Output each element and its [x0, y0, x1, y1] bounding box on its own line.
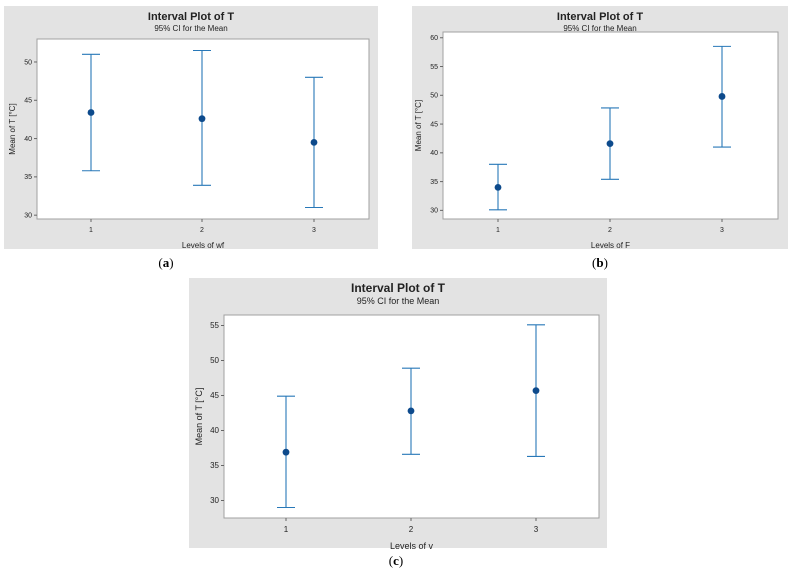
x-tick-label: 3 [720, 227, 724, 234]
mean-point [494, 183, 502, 191]
y-tick-label: 50 [430, 93, 438, 100]
y-tick-label: 50 [210, 356, 219, 365]
y-tick-label: 45 [430, 121, 438, 128]
x-tick-label: 3 [534, 525, 539, 534]
x-tick-label: 2 [200, 227, 204, 234]
chart-title: Interval Plot of T [148, 11, 234, 23]
chart-subtitle: 95% CI for the Mean [357, 296, 440, 306]
y-tick-label: 55 [210, 321, 219, 330]
plot-area [36, 38, 370, 220]
chart-subtitle: 95% CI for the Mean [154, 24, 227, 33]
caption-a: (a) [158, 255, 174, 270]
interval-plot-c: Interval Plot of T95% CI for the Mean 30 3… [194, 281, 600, 551]
x-tick-label: 1 [496, 227, 500, 234]
y-tick-label: 50 [24, 59, 32, 66]
y-tick-label: 40 [430, 150, 438, 157]
chart-panel-b: Interval Plot of T 95% CI for the Mean 30 3… [412, 6, 788, 250]
x-tick-label: 2 [409, 525, 414, 534]
chart-title: Interval Plot of T [351, 281, 446, 295]
caption-letter: c [393, 553, 399, 568]
x-axis-label: Levels of wf [182, 241, 225, 250]
mean-point [310, 139, 318, 146]
y-axis-label: Mean of T [°C] [194, 388, 204, 446]
x-axis-label: Levels of F [591, 241, 630, 250]
chart-subtitle: 95% CI for the Mean [563, 24, 636, 33]
caption-letter: b [596, 255, 604, 270]
y-tick-label: 40 [24, 136, 32, 143]
interval-plot-a: Interval Plot of T95% CI for the Mean 30 3… [8, 11, 370, 250]
y-tick-label: 45 [24, 98, 32, 105]
mean-point [198, 115, 206, 123]
y-tick-label: 35 [24, 174, 32, 181]
y-tick-label: 35 [430, 179, 438, 186]
mean-point [87, 109, 95, 116]
x-tick-label: 1 [89, 227, 93, 234]
x-axis-label: Levels of v [390, 541, 434, 551]
mean-point [282, 448, 290, 456]
chart-panel-c: Interval Plot of T 95% CI for the Mean 30 3… [189, 278, 607, 551]
y-axis-label: Mean of T [°C] [414, 100, 423, 151]
mean-point [532, 387, 540, 394]
y-tick-label: 40 [210, 426, 219, 435]
chart-panel-a: Interval Plot of T 95% CI for the Mean 30 3… [4, 6, 378, 250]
y-tick-label: 30 [430, 208, 438, 215]
y-tick-label: 30 [24, 213, 32, 220]
x-tick-label: 3 [312, 227, 316, 234]
caption-letter: a [162, 255, 170, 270]
y-tick-label: 35 [210, 461, 219, 470]
y-tick-label: 30 [210, 496, 219, 505]
x-tick-label: 1 [284, 525, 289, 534]
caption-b: (b) [592, 255, 608, 270]
caption-c: (c) [388, 553, 404, 568]
y-tick-label: 55 [430, 64, 438, 71]
mean-point [606, 140, 614, 148]
y-axis-label: Mean of T [°C] [8, 103, 17, 154]
mean-point [407, 407, 415, 415]
chart-title: Interval Plot of T [557, 11, 643, 23]
mean-point [718, 93, 726, 100]
y-tick-label: 45 [210, 391, 219, 400]
y-tick-label: 60 [430, 35, 438, 42]
interval-plot-b: Interval Plot of T95% CI for the Mean 30 3… [414, 11, 779, 250]
x-tick-label: 2 [608, 227, 612, 234]
